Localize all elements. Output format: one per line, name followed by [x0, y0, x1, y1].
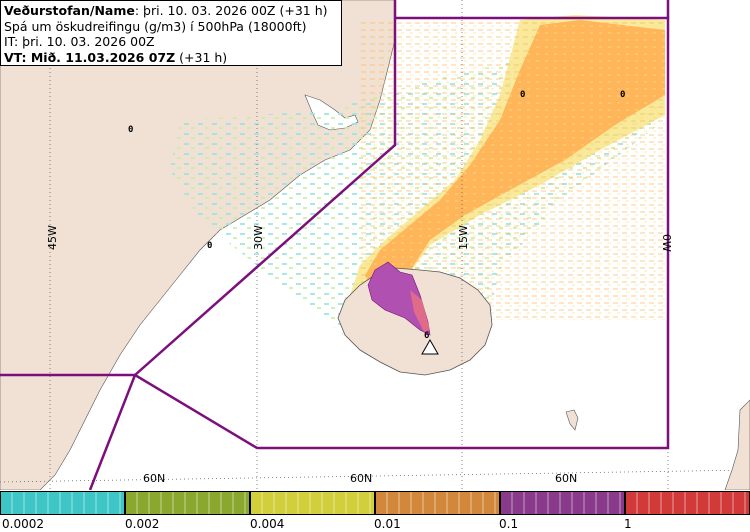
legend-label: 0.01 — [374, 517, 401, 531]
volcano-icon — [421, 338, 439, 355]
lat-label-60n-1: 60N — [143, 472, 165, 485]
concentration-legend: 0.0002 0.002 0.004 0.01 0.1 1 — [0, 490, 750, 532]
map-title-box: Veðurstofan/Name: þri. 10. 03. 2026 00Z … — [0, 0, 342, 66]
fir-boundaries — [0, 0, 670, 491]
lon-label-45w: 45W — [46, 225, 59, 250]
ash-plume-red-core — [410, 290, 430, 332]
valid-offset: (+31 h) — [175, 49, 228, 65]
title-line-2: Spá um öskudreifingu (g/m3) í 500hPa (18… — [4, 18, 307, 34]
legend-swatches — [0, 491, 750, 515]
title-line-3: IT: þri. 10. 03. 2026 00Z — [4, 34, 155, 49]
legend-label: 0.1 — [499, 517, 519, 531]
legend-swatch — [625, 491, 750, 515]
issuer-name: Veðurstofan/Name — [4, 3, 135, 18]
lon-label-30w: 30W — [252, 225, 265, 250]
contour-label: 0 — [620, 90, 625, 100]
contour-label: 6 — [424, 331, 429, 341]
lon-label-15w: 15W — [457, 225, 470, 250]
lon-label-0w: 0W — [660, 234, 673, 252]
legend-swatch — [500, 491, 625, 515]
contour-label: 0 — [128, 125, 133, 135]
legend-label: 0.0002 — [2, 517, 44, 531]
title-line-1: Veðurstofan/Name: þri. 10. 03. 2026 00Z … — [4, 3, 338, 19]
legend-label: 0.004 — [250, 517, 285, 531]
lat-label-60n-2: 60N — [350, 472, 372, 485]
lat-label-60n-3: 60N — [555, 472, 577, 485]
contour-label: 0 — [520, 90, 525, 100]
legend-swatch — [0, 491, 125, 515]
legend-swatch — [250, 491, 375, 515]
ash-plume-high — [367, 261, 431, 336]
legend-swatch — [125, 491, 250, 515]
contour-label: 0 — [207, 241, 212, 251]
valid-time: VT: Mið. 11.03.2026 07Z — [4, 49, 176, 65]
legend-swatch — [375, 491, 500, 515]
legend-label: 1 — [624, 517, 632, 531]
legend-label: 0.002 — [125, 517, 160, 531]
title-line-4: VT: Mið. 11.03.2026 07Z (+31 h) — [4, 50, 338, 66]
issue-time: : þri. 10. 03. 2026 00Z (+31 h) — [134, 3, 328, 18]
faroe-islands — [565, 409, 579, 431]
